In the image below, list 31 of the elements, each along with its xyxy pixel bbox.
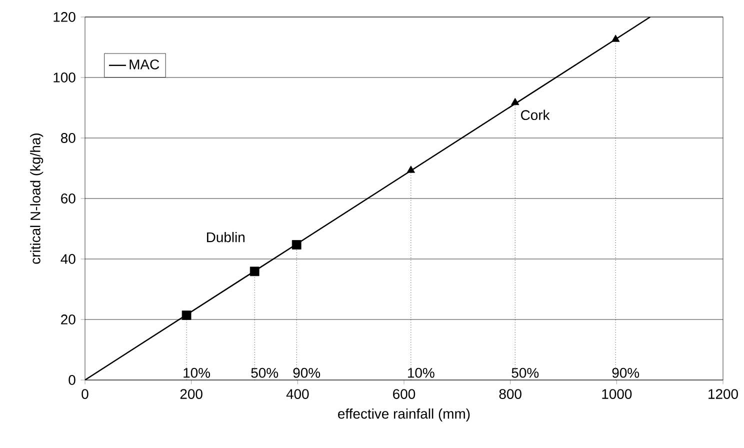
y-tick-label: 60 — [61, 194, 76, 204]
series-label: Cork — [521, 110, 550, 120]
y-tick-label: 100 — [54, 72, 76, 82]
x-axis-title: effective rainfall (mm) — [338, 408, 470, 422]
series-label: Dublin — [207, 232, 244, 242]
y-tick-label: 40 — [60, 254, 76, 264]
x-tick-label: 600 — [393, 389, 416, 399]
annotation: 90% — [293, 368, 320, 378]
x-tick-label: 200 — [180, 389, 202, 399]
annotation: 90% — [612, 368, 640, 378]
y-tick-label: 80 — [60, 133, 76, 143]
annotation: 50% — [512, 368, 539, 378]
point — [292, 240, 302, 250]
point — [250, 266, 260, 276]
point — [406, 166, 415, 173]
legend-label: MAC — [130, 59, 160, 70]
x-tick-label: 1200 — [708, 389, 738, 399]
point — [182, 310, 192, 320]
x-tick-label: 0 — [82, 389, 88, 399]
y-tick-label: 0 — [68, 375, 76, 385]
y-axis-title: critical N-load (kg/ha) — [30, 134, 44, 264]
point — [612, 34, 620, 42]
x-tick-label: 400 — [286, 389, 309, 399]
annotation: 10% — [408, 368, 434, 378]
point — [511, 98, 520, 106]
y-tick-label: 20 — [61, 314, 76, 324]
y-tick-label: 120 — [54, 12, 76, 22]
annotation: 10% — [184, 368, 210, 378]
x-tick-label: 1000 — [602, 389, 632, 399]
x-tick-label: 800 — [499, 389, 522, 399]
annotation: 50% — [251, 368, 278, 378]
